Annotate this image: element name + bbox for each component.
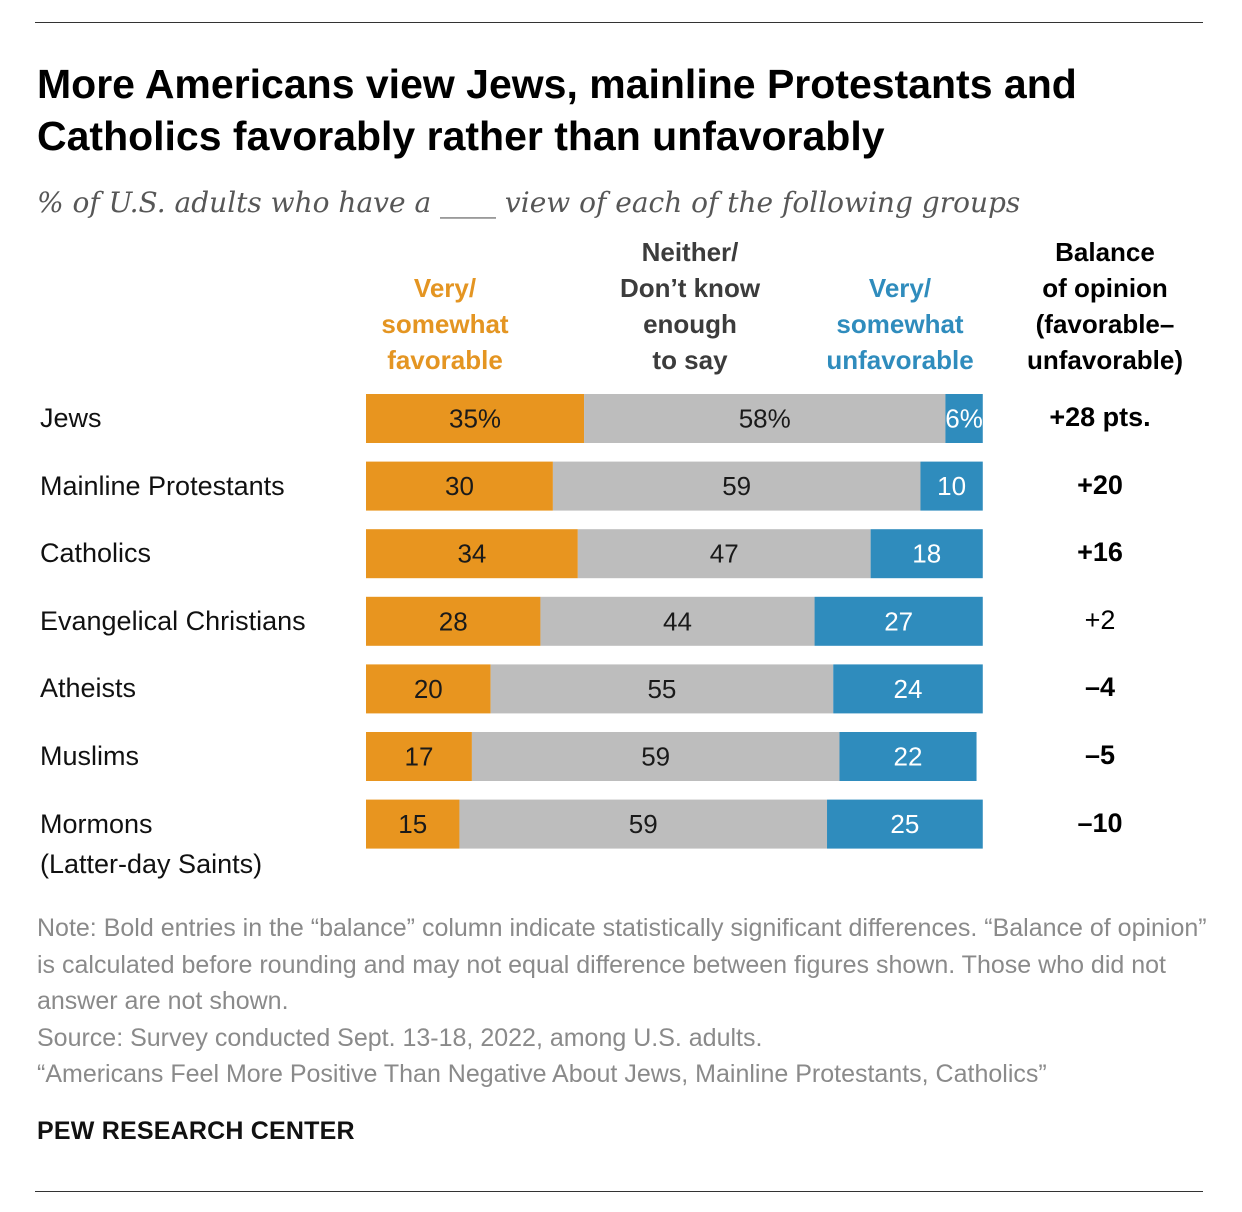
bar-neither: [471, 732, 840, 781]
balance-value: –4: [1084, 672, 1116, 703]
balance-value: +16: [1077, 537, 1123, 568]
bar-unfavorable: [920, 461, 983, 511]
balance-value: +2: [1084, 604, 1116, 635]
bar-favorable: [366, 596, 541, 646]
pew-logo-text: PEW RESEARCH CENTER: [37, 1117, 355, 1145]
data-label-favorable: 34: [457, 539, 486, 569]
balance-value: –10: [1077, 807, 1123, 838]
bar-unfavorable: [814, 596, 983, 646]
notes-block: Note: Bold entries in the “balance” colu…: [37, 910, 1207, 1093]
data-label-unfavorable: 18: [912, 539, 941, 569]
note-prefix: Note:: [37, 914, 97, 942]
note-text: Bold entries in the “balance” column ind…: [37, 914, 1207, 1015]
chart-subtitle: % of U.S. adults who have a ____ view of…: [37, 186, 1021, 219]
data-label-neither: 44: [663, 606, 692, 636]
header-unfavorable: Very/ somewhat unfavorable: [826, 273, 974, 375]
bar-neither: [552, 461, 921, 511]
data-label-unfavorable: 6%: [945, 404, 983, 434]
data-label-neither: 59: [629, 809, 658, 839]
data-label-favorable: 35%: [449, 404, 501, 434]
bar-neither: [540, 596, 815, 646]
balance-value: –5: [1084, 740, 1116, 770]
data-label-unfavorable: 27: [884, 606, 913, 636]
top-rule: [35, 22, 1203, 23]
data-label-neither: 58%: [739, 404, 791, 434]
bar-neither: [459, 799, 828, 849]
balance-value: +20: [1077, 469, 1123, 500]
bar-unfavorable: [839, 732, 977, 781]
data-label-favorable: 28: [439, 606, 468, 636]
category-label: Atheists: [40, 673, 137, 704]
category-label: Mainline Protestants: [40, 470, 285, 501]
data-label-favorable: 30: [445, 471, 474, 501]
bar-favorable: [366, 394, 585, 443]
bar-favorable: [366, 732, 472, 781]
bar-unfavorable: [827, 799, 983, 849]
chart-title: More Americans view Jews, mainline Prote…: [37, 61, 1077, 159]
report-title: “Americans Feel More Positive Than Negat…: [37, 1060, 1047, 1088]
category-label: Jews: [40, 403, 102, 433]
data-label-unfavorable: 24: [894, 674, 923, 704]
category-label: Catholics: [40, 538, 152, 569]
category-label: Muslims: [40, 741, 139, 771]
data-label-unfavorable: 25: [890, 809, 919, 839]
bar-favorable: [366, 799, 460, 849]
bar-neither: [584, 394, 946, 443]
category-label: Mormons (Latter-day Saints): [40, 808, 263, 879]
bar-unfavorable: [945, 394, 983, 443]
data-label-neither: 59: [641, 742, 670, 772]
data-label-unfavorable: 10: [937, 471, 966, 501]
balance-value: +28 pts.: [1049, 402, 1151, 432]
bar-neither: [490, 664, 834, 714]
data-label-neither: 55: [647, 674, 676, 704]
bar-favorable: [366, 664, 491, 714]
data-label-neither: 59: [722, 471, 751, 501]
bar-neither: [577, 529, 871, 579]
bottom-rule: [35, 1191, 1203, 1192]
category-label: Evangelical Christians: [40, 605, 306, 636]
header-neither: Neither/ Don’t know enough to say: [619, 237, 761, 375]
header-favorable: Very/ somewhat favorable: [381, 273, 509, 375]
data-label-favorable: 15: [398, 809, 427, 839]
bar-unfavorable: [833, 664, 983, 714]
data-label-favorable: 20: [414, 674, 443, 704]
data-label-favorable: 17: [404, 742, 433, 772]
data-label-neither: 47: [710, 539, 739, 569]
bar-unfavorable: [870, 529, 983, 579]
source-line: Source: Survey conducted Sept. 13-18, 20…: [37, 1023, 763, 1052]
bar-favorable: [366, 529, 578, 579]
bar-favorable: [366, 461, 553, 511]
note-paragraph: Note: Bold entries in the “balance” colu…: [37, 910, 1207, 1020]
data-label-unfavorable: 22: [894, 742, 923, 772]
header-balance: Balance of opinion (favorable– unfavorab…: [1026, 237, 1184, 375]
